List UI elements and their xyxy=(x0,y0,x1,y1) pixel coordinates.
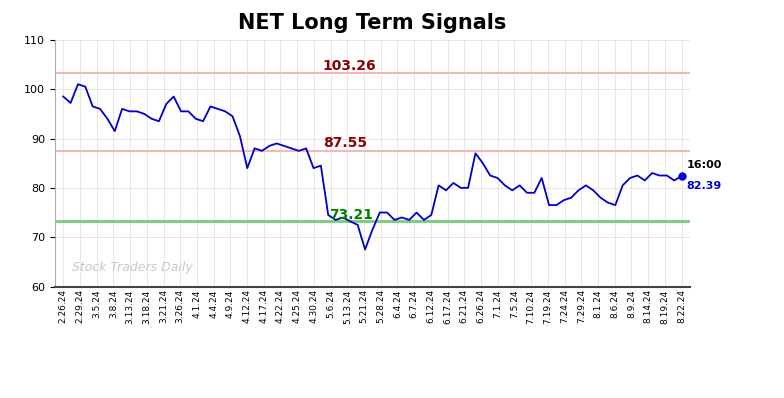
Text: Stock Traders Daily: Stock Traders Daily xyxy=(71,261,192,274)
Text: 103.26: 103.26 xyxy=(323,59,376,72)
Text: 87.55: 87.55 xyxy=(323,136,367,150)
Title: NET Long Term Signals: NET Long Term Signals xyxy=(238,13,506,33)
Text: 16:00: 16:00 xyxy=(687,160,722,170)
Text: 73.21: 73.21 xyxy=(329,208,373,222)
Text: 82.39: 82.39 xyxy=(687,181,722,191)
